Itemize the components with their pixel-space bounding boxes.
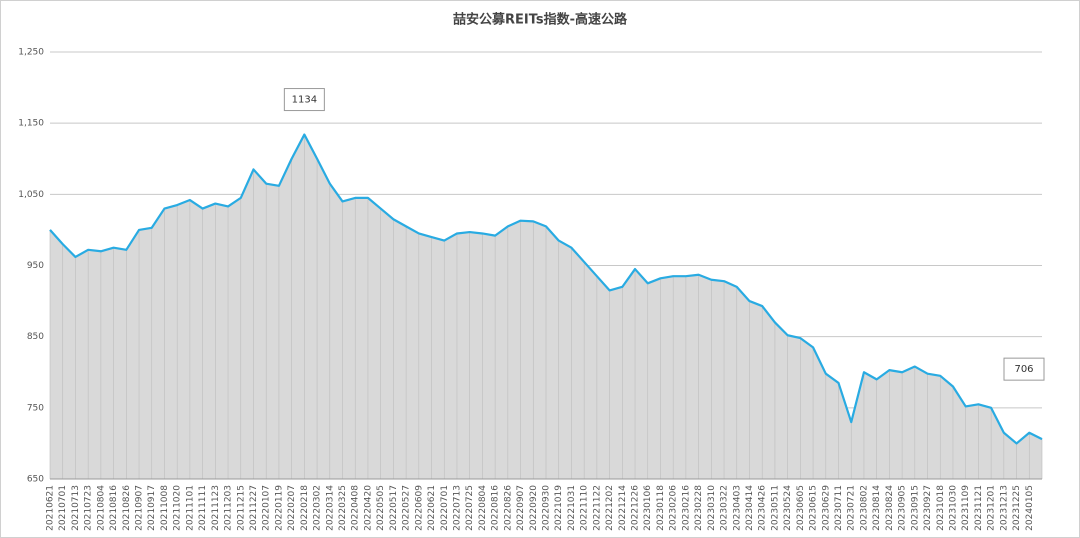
x-tick-label: 20230511 [770, 485, 780, 531]
x-tick-label: 20220527 [402, 485, 412, 531]
x-tick-label: 20230905 [898, 485, 908, 531]
x-tick-label: 20231121 [974, 485, 984, 531]
data-label: 1134 [292, 95, 317, 106]
x-tick-label: 20210816 [109, 485, 119, 531]
y-tick-label: 950 [27, 261, 44, 271]
chart-title: 喆安公募REITs指数-高速公路 [453, 12, 628, 28]
x-tick-label: 20230216 [681, 485, 691, 531]
x-tick-label: 20220826 [503, 485, 513, 531]
x-tick-label: 20230711 [834, 485, 844, 531]
x-tick-label: 20211203 [224, 485, 234, 531]
data-label-box [283, 88, 325, 112]
x-tick-label: 20230524 [783, 485, 793, 531]
x-tick-label: 20221110 [580, 485, 590, 531]
x-tick-label: 20230414 [745, 485, 755, 531]
x-tick-label: 20210804 [96, 485, 106, 531]
x-tick-label: 20210826 [122, 485, 132, 531]
x-tick-label: 20220621 [427, 485, 437, 531]
data-label-box [1003, 357, 1045, 381]
x-tick-label: 20230605 [796, 485, 806, 531]
x-tick-label: 20210621 [46, 485, 56, 531]
x-tick-label: 20210907 [135, 485, 145, 531]
x-tick-label: 20220218 [300, 485, 310, 531]
x-tick-label: 20220816 [491, 485, 501, 531]
x-tick-label: 20211101 [185, 485, 195, 531]
y-tick-label: 850 [27, 332, 44, 342]
x-tick-label: 20221226 [631, 485, 641, 531]
x-tick-label: 20220907 [516, 485, 526, 531]
x-tick-label: 20230322 [720, 485, 730, 531]
x-tick-label: 20220408 [351, 485, 361, 531]
y-tick-label: 1,050 [18, 190, 44, 200]
y-tick-label: 650 [27, 475, 44, 485]
x-tick-label: 20220517 [389, 485, 399, 531]
x-tick-label: 20220420 [363, 485, 373, 531]
x-tick-label: 20220609 [414, 485, 424, 531]
x-tick-label: 20220701 [440, 485, 450, 531]
x-tick-label: 20230206 [669, 485, 679, 531]
x-tick-label: 20211111 [198, 485, 208, 531]
x-tick-label: 20221031 [567, 485, 577, 531]
x-tick-label: 20220505 [376, 485, 386, 531]
x-tick-label: 20220804 [478, 485, 488, 531]
x-tick-label: 20220713 [452, 485, 462, 531]
x-tick-label: 20220930 [542, 485, 552, 531]
x-tick-label: 20210917 [147, 485, 157, 531]
x-tick-label: 20220119 [274, 485, 284, 531]
data-label: 706 [1014, 364, 1033, 375]
line [49, 133, 1043, 445]
x-tick-label: 20211008 [160, 485, 170, 531]
x-tick-label: 20230721 [847, 485, 857, 531]
y-tick-label: 750 [27, 403, 44, 413]
x-tick-label: 20220325 [338, 485, 348, 531]
x-tick-label: 20210701 [58, 485, 68, 531]
x-tick-label: 20230615 [809, 485, 819, 531]
x-tick-label: 20221214 [618, 485, 628, 531]
x-tick-label: 20231201 [987, 485, 997, 531]
x-tick-label: 20211123 [211, 485, 221, 531]
x-tick-label: 20211215 [236, 485, 246, 531]
x-tick-label: 20220107 [262, 485, 272, 531]
x-tick-label: 20210723 [84, 485, 94, 531]
x-tick-label: 20221122 [592, 485, 602, 531]
x-tick-label: 20230802 [859, 485, 869, 531]
y-tick-label: 1,250 [18, 48, 44, 58]
x-tick-label: 20231213 [999, 485, 1009, 531]
x-tick-label: 20220302 [313, 485, 323, 531]
x-tick-label: 20230927 [923, 485, 933, 531]
x-tick-label: 20220725 [465, 485, 475, 531]
x-tick-label: 20230118 [656, 485, 666, 531]
y-tick-label: 1,150 [18, 119, 44, 129]
x-tick-label: 20231018 [936, 485, 946, 531]
x-tick-label: 20230824 [885, 485, 895, 531]
x-tick-label: 20210713 [71, 485, 81, 531]
x-tick-label: 20231109 [961, 485, 971, 531]
x-tick-label: 20211227 [249, 485, 259, 531]
x-tick-label: 20211020 [173, 485, 183, 531]
x-tick-label: 20221019 [554, 485, 564, 531]
x-tick-label: 20230814 [872, 485, 882, 531]
x-tick-label: 20230228 [694, 485, 704, 531]
x-tick-label: 20230310 [707, 485, 717, 531]
x-tick-label: 20230915 [910, 485, 920, 531]
x-tick-label: 20231225 [1012, 485, 1022, 531]
x-tick-label: 20240105 [1025, 485, 1035, 531]
x-tick-label: 20220314 [325, 485, 335, 531]
x-tick-label: 20230426 [758, 485, 768, 531]
x-tick-label: 20221202 [605, 485, 615, 531]
x-tick-label: 20220920 [529, 485, 539, 531]
x-tick-label: 20230629 [821, 485, 831, 531]
x-tick-label: 20231030 [948, 485, 958, 531]
x-tick-label: 20230403 [732, 485, 742, 531]
x-tick-label: 20230106 [643, 485, 653, 531]
x-tick-label: 20220207 [287, 485, 297, 531]
